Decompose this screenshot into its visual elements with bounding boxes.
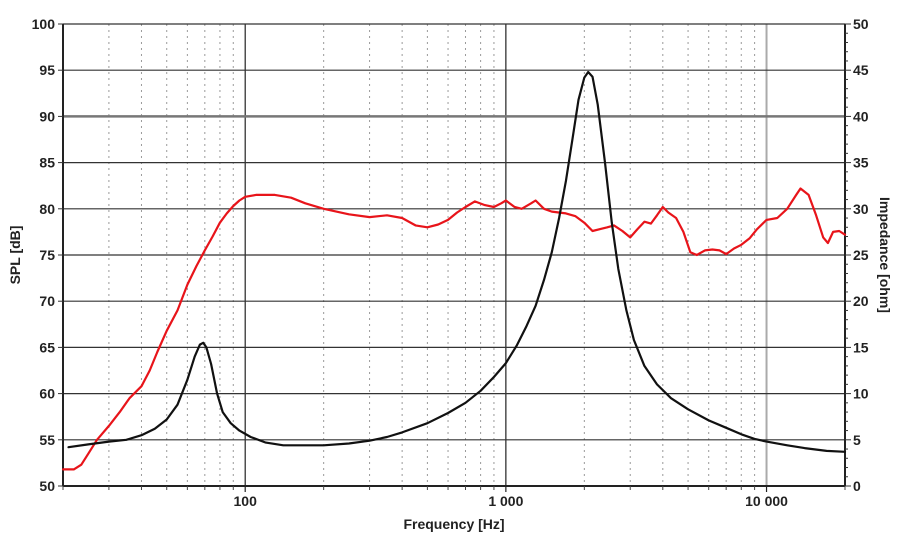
impedance-curve xyxy=(67,70,847,453)
y-tick-label: 75 xyxy=(39,247,55,263)
minor-grid xyxy=(62,24,846,486)
y-tick-label: 65 xyxy=(39,339,55,355)
y-axis-right-ticks: 0 5 10 15 20 25 30 35 40 45 50 xyxy=(845,16,869,494)
y2-tick-label: 20 xyxy=(853,293,869,309)
x-tick-label: 1 000 xyxy=(488,493,523,509)
y-tick-label: 70 xyxy=(39,293,55,309)
y-axis-right-title: Impedance [ohm] xyxy=(877,197,893,313)
y2-tick-label: 5 xyxy=(853,432,861,448)
y-tick-label: 50 xyxy=(39,478,55,494)
x-tick-label: 10 000 xyxy=(745,493,788,509)
y2-tick-label: 40 xyxy=(853,108,869,124)
x-tick-label: 100 xyxy=(234,493,258,509)
spl-curve xyxy=(61,187,847,471)
y-tick-label: 95 xyxy=(39,62,55,78)
y2-tick-label: 35 xyxy=(853,155,869,171)
y2-tick-label: 15 xyxy=(853,339,869,355)
y2-tick-label: 10 xyxy=(853,386,869,402)
y-axis-left-title: SPL [dB] xyxy=(7,226,23,285)
y-tick-label: 55 xyxy=(39,432,55,448)
y2-tick-label: 45 xyxy=(853,62,869,78)
y2-tick-label: 0 xyxy=(853,478,861,494)
y-tick-label: 90 xyxy=(39,108,55,124)
y2-tick-label: 50 xyxy=(853,16,869,32)
data-series xyxy=(61,70,847,471)
x-axis-ticks: 100 1 000 10 000 xyxy=(62,486,846,509)
y2-tick-label: 25 xyxy=(853,247,869,263)
y2-tick-label: 30 xyxy=(853,201,869,217)
x-axis-title: Frequency [Hz] xyxy=(403,516,504,532)
y-axis-left-ticks: 50 55 60 65 70 75 80 85 90 95 100 xyxy=(32,16,63,494)
y-tick-label: 80 xyxy=(39,201,55,217)
y-tick-label: 100 xyxy=(32,16,56,32)
y-tick-label: 60 xyxy=(39,386,55,402)
major-grid xyxy=(63,23,845,487)
y-tick-label: 85 xyxy=(39,155,55,171)
